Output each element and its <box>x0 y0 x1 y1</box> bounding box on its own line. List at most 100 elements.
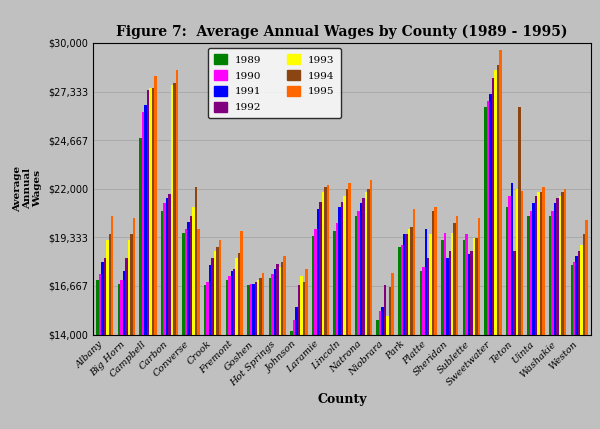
Bar <box>142 112 144 429</box>
Bar <box>484 107 487 429</box>
Bar <box>235 258 238 429</box>
Bar <box>312 236 314 429</box>
Bar <box>521 190 523 429</box>
Bar <box>491 78 494 429</box>
Bar <box>408 229 410 429</box>
Bar <box>575 256 578 429</box>
Bar <box>211 258 214 429</box>
Bar <box>513 251 515 429</box>
Bar <box>247 285 250 429</box>
Bar <box>130 234 133 429</box>
Bar <box>281 262 283 429</box>
Bar <box>406 234 408 429</box>
Bar <box>559 196 561 429</box>
Bar <box>389 287 391 429</box>
Legend: 1989, 1990, 1991, 1992, 1993, 1994, 1995: 1989, 1990, 1991, 1992, 1993, 1994, 1995 <box>208 48 341 118</box>
Bar <box>561 192 564 429</box>
Bar <box>549 216 551 429</box>
Bar <box>96 280 98 429</box>
Bar <box>173 83 176 429</box>
Bar <box>278 267 281 429</box>
Bar <box>542 187 545 429</box>
Bar <box>111 216 113 429</box>
Bar <box>187 221 190 429</box>
Bar <box>219 240 221 429</box>
Bar <box>276 263 278 429</box>
Bar <box>419 271 422 429</box>
Y-axis label: Average
Annual
Wages: Average Annual Wages <box>13 166 43 212</box>
Bar <box>269 278 271 429</box>
Bar <box>497 65 499 429</box>
Bar <box>120 280 123 429</box>
Bar <box>384 285 386 429</box>
Bar <box>427 258 430 429</box>
Bar <box>319 202 322 429</box>
Bar <box>355 216 358 429</box>
Bar <box>511 183 513 429</box>
Bar <box>197 229 200 429</box>
Bar <box>259 278 262 429</box>
Bar <box>101 262 104 429</box>
Bar <box>473 238 475 429</box>
Bar <box>346 189 348 429</box>
Bar <box>467 254 470 429</box>
Bar <box>238 253 241 429</box>
Bar <box>535 196 537 429</box>
Bar <box>432 211 434 429</box>
Bar <box>537 192 540 429</box>
Bar <box>98 275 101 429</box>
Bar <box>430 234 432 429</box>
Bar <box>362 198 365 429</box>
Bar <box>152 88 154 429</box>
Bar <box>283 256 286 429</box>
Bar <box>139 138 142 429</box>
Bar <box>125 258 128 429</box>
Bar <box>470 251 473 429</box>
Bar <box>133 218 135 429</box>
Bar <box>326 185 329 429</box>
Bar <box>230 271 233 429</box>
Bar <box>128 240 130 429</box>
Bar <box>298 285 300 429</box>
Bar <box>348 183 350 429</box>
Bar <box>401 245 403 429</box>
Bar <box>206 282 209 429</box>
Bar <box>376 320 379 429</box>
Bar <box>515 189 518 429</box>
Bar <box>494 70 497 429</box>
Bar <box>182 233 185 429</box>
Bar <box>226 280 228 429</box>
Bar <box>425 229 427 429</box>
Bar <box>551 211 554 429</box>
Bar <box>441 240 443 429</box>
Bar <box>564 189 566 429</box>
Bar <box>293 320 295 429</box>
Bar <box>228 276 230 429</box>
Bar <box>367 189 370 429</box>
Bar <box>252 284 254 429</box>
Bar <box>446 258 449 429</box>
Bar <box>317 209 319 429</box>
Bar <box>454 224 456 429</box>
Bar <box>154 76 157 429</box>
Bar <box>478 218 480 429</box>
Bar <box>489 94 491 429</box>
Bar <box>193 207 195 429</box>
Bar <box>527 216 530 429</box>
Bar <box>571 265 573 429</box>
Bar <box>214 251 217 429</box>
Bar <box>379 311 382 429</box>
Bar <box>166 198 169 429</box>
Bar <box>410 227 413 429</box>
Bar <box>171 85 173 429</box>
Bar <box>274 269 276 429</box>
Bar <box>302 282 305 429</box>
Bar <box>123 271 125 429</box>
Bar <box>583 234 586 429</box>
Bar <box>305 269 308 429</box>
Bar <box>109 234 111 429</box>
Bar <box>532 203 535 429</box>
Bar <box>386 317 389 429</box>
Bar <box>336 224 338 429</box>
Bar <box>341 202 343 429</box>
